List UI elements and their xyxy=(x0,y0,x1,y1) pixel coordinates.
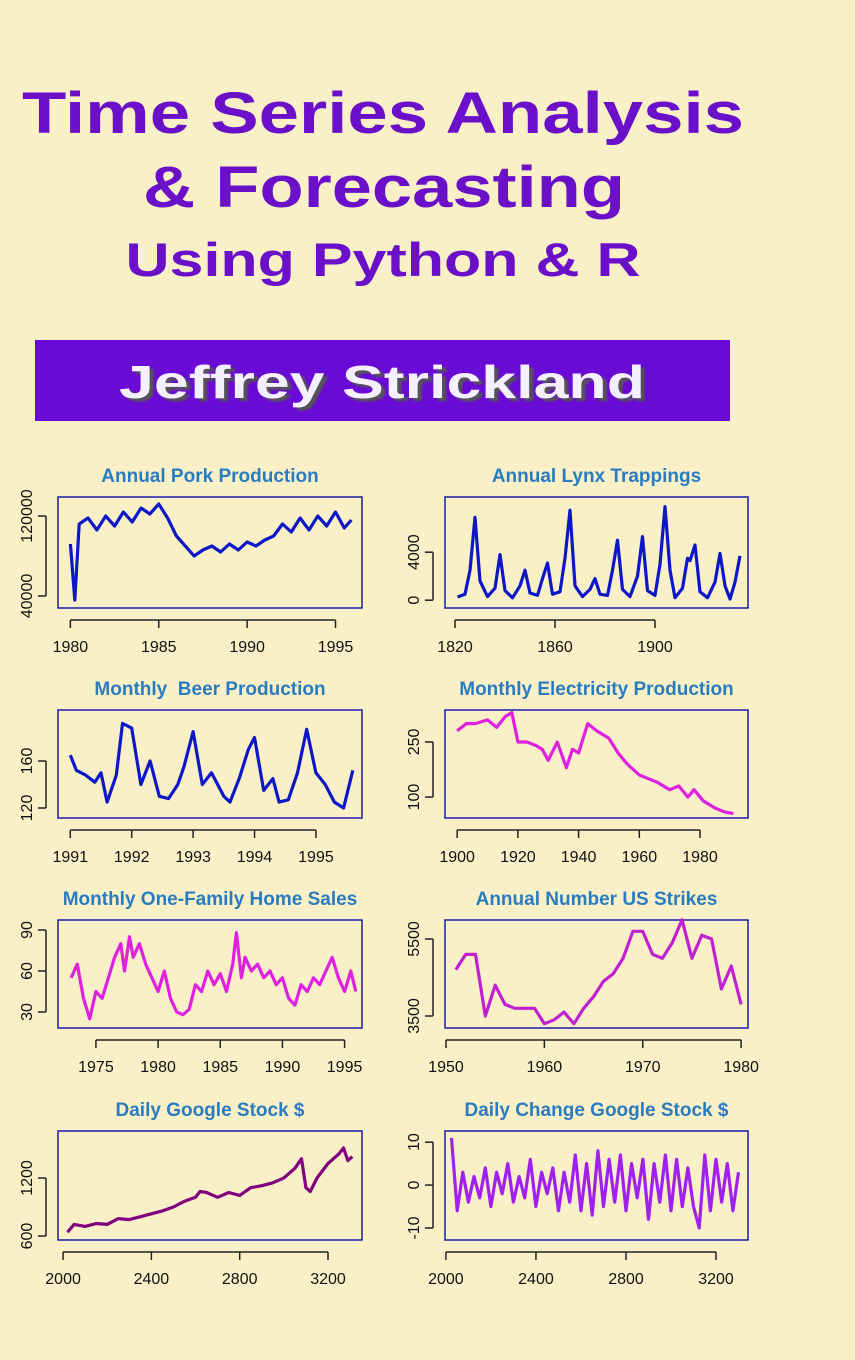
y-tick-label: 250 xyxy=(406,729,423,756)
y-tick-label: 100 xyxy=(406,784,423,811)
x-tick-label: 1995 xyxy=(318,639,354,656)
x-tick-label: 2000 xyxy=(45,1271,81,1288)
chart-title: Monthly One-Family Home Sales xyxy=(63,889,358,910)
x-tick-label: 1960 xyxy=(622,849,658,866)
x-tick-label: 1980 xyxy=(140,1059,176,1076)
x-tick-label: 1990 xyxy=(265,1059,301,1076)
y-tick-label: 120 xyxy=(19,795,36,822)
chart-title: Monthly Beer Production xyxy=(94,679,325,700)
x-tick-label: 1994 xyxy=(237,849,273,866)
x-tick-label: 3200 xyxy=(310,1271,346,1288)
plot-frame xyxy=(57,709,363,819)
x-tick-label: 2000 xyxy=(428,1271,464,1288)
x-tick-label: 1993 xyxy=(175,849,211,866)
x-tick-label: 1980 xyxy=(723,1059,759,1076)
plot-frame xyxy=(444,496,749,609)
y-tick-label: 5500 xyxy=(406,921,423,957)
x-tick-label: 2800 xyxy=(608,1271,644,1288)
plot-frame xyxy=(57,919,363,1029)
x-tick-label: 1860 xyxy=(537,639,573,656)
x-tick-label: 2400 xyxy=(518,1271,554,1288)
y-tick-label: 30 xyxy=(19,1003,36,1021)
x-tick-label: 2400 xyxy=(134,1271,170,1288)
x-tick-label: 1960 xyxy=(527,1059,563,1076)
chart-title: Annual Pork Production xyxy=(101,466,318,487)
series-line xyxy=(449,1137,741,1230)
subtitle: Using Python & R xyxy=(126,233,641,286)
plot-frame xyxy=(57,496,363,609)
y-tick-label: 40000 xyxy=(19,574,36,619)
x-tick-label: 1992 xyxy=(114,849,150,866)
x-tick-label: 2800 xyxy=(222,1271,258,1288)
y-tick-label: -10 xyxy=(406,1216,423,1239)
series-line xyxy=(66,1146,354,1234)
author-banner xyxy=(35,340,730,421)
x-tick-label: 1970 xyxy=(625,1059,661,1076)
x-tick-label: 1985 xyxy=(141,639,177,656)
y-tick-label: 60 xyxy=(19,962,36,980)
y-tick-label: 600 xyxy=(19,1223,36,1250)
x-tick-label: 1995 xyxy=(327,1059,363,1076)
chart-title: Annual Number US Strikes xyxy=(476,889,718,910)
x-tick-label: 3200 xyxy=(698,1271,734,1288)
title-line: Time Series Analysis xyxy=(22,81,744,146)
x-tick-label: 1900 xyxy=(637,639,673,656)
x-tick-label: 1995 xyxy=(298,849,334,866)
y-tick-label: 0 xyxy=(406,1181,423,1190)
x-tick-label: 1900 xyxy=(439,849,475,866)
author: Jeffrey Strickland xyxy=(119,356,645,408)
x-tick-label: 1920 xyxy=(500,849,536,866)
series-line xyxy=(454,918,743,1026)
y-tick-label: 90 xyxy=(19,921,36,939)
x-tick-label: 1991 xyxy=(52,849,88,866)
plot-frame xyxy=(444,709,749,819)
plot-frame xyxy=(444,1130,749,1241)
x-tick-label: 1950 xyxy=(428,1059,464,1076)
y-tick-label: 10 xyxy=(406,1133,423,1151)
title-line: & Forecasting xyxy=(143,155,625,220)
x-tick-label: 1940 xyxy=(561,849,597,866)
series-line xyxy=(456,505,742,601)
chart-title: Daily Change Google Stock $ xyxy=(465,1100,729,1121)
x-tick-label: 1980 xyxy=(682,849,718,866)
x-tick-label: 1985 xyxy=(202,1059,238,1076)
plot-frame xyxy=(444,919,749,1029)
series-line xyxy=(69,931,358,1021)
x-tick-label: 1980 xyxy=(53,639,89,656)
chart-title: Monthly Electricity Production xyxy=(459,679,733,700)
y-tick-label: 4000 xyxy=(406,534,423,570)
y-tick-label: 120000 xyxy=(19,489,36,542)
x-tick-label: 1990 xyxy=(229,639,265,656)
series-line xyxy=(456,711,734,816)
x-tick-label: 1820 xyxy=(437,639,473,656)
series-line xyxy=(68,502,353,602)
y-tick-label: 160 xyxy=(19,748,36,775)
y-tick-label: 3500 xyxy=(406,998,423,1034)
y-tick-label: 1200 xyxy=(19,1160,36,1196)
chart-title: Annual Lynx Trappings xyxy=(492,466,701,487)
series-line xyxy=(68,721,355,810)
x-tick-label: 1975 xyxy=(78,1059,114,1076)
chart-title: Daily Google Stock $ xyxy=(116,1100,305,1121)
plot-frame xyxy=(57,1130,363,1241)
y-tick-label: 0 xyxy=(406,596,423,605)
